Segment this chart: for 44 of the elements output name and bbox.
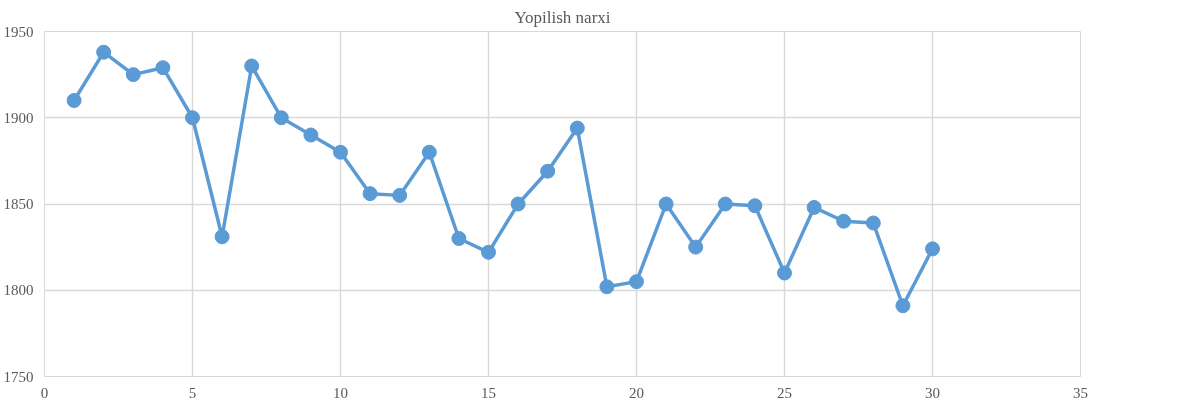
point: [185, 110, 200, 126]
point: [629, 274, 644, 290]
point: [481, 244, 496, 260]
x-tick-label: 15: [481, 384, 496, 401]
point: [451, 231, 467, 246]
point: [895, 298, 911, 314]
x-tick-label: 5: [188, 384, 197, 401]
x-tick-label: 10: [333, 384, 348, 401]
point: [806, 199, 822, 215]
chart-title: Yopilish narxi: [514, 7, 611, 27]
point: [96, 44, 112, 60]
point: [510, 196, 526, 212]
point: [747, 198, 763, 214]
point: [688, 239, 704, 255]
x-tick-label: 35: [1073, 384, 1088, 401]
point: [273, 110, 289, 126]
x-tick-label: 30: [925, 384, 940, 401]
point: [836, 213, 852, 229]
point: [66, 93, 82, 108]
x-tick-label: 20: [629, 384, 644, 401]
point: [333, 144, 348, 160]
point: [569, 120, 585, 136]
point: [540, 163, 556, 179]
y-tick-label: 1950: [3, 23, 34, 40]
point: [925, 241, 940, 257]
point: [717, 196, 733, 212]
point: [303, 127, 319, 143]
point: [777, 265, 792, 281]
point: [392, 187, 408, 203]
point: [244, 58, 260, 74]
point: [599, 279, 615, 295]
x-tick-label: 25: [777, 384, 792, 401]
x-tick-label: 0: [40, 384, 49, 401]
point: [421, 144, 437, 160]
y-tick-label: 1800: [3, 282, 34, 299]
point: [155, 60, 171, 76]
point: [214, 229, 230, 245]
point: [658, 196, 674, 212]
y-tick-label: 1900: [3, 109, 34, 126]
y-tick-label: 1750: [3, 368, 34, 385]
point: [865, 215, 881, 231]
y-tick-label: 1850: [3, 196, 34, 212]
point: [125, 67, 141, 83]
point: [362, 186, 378, 202]
